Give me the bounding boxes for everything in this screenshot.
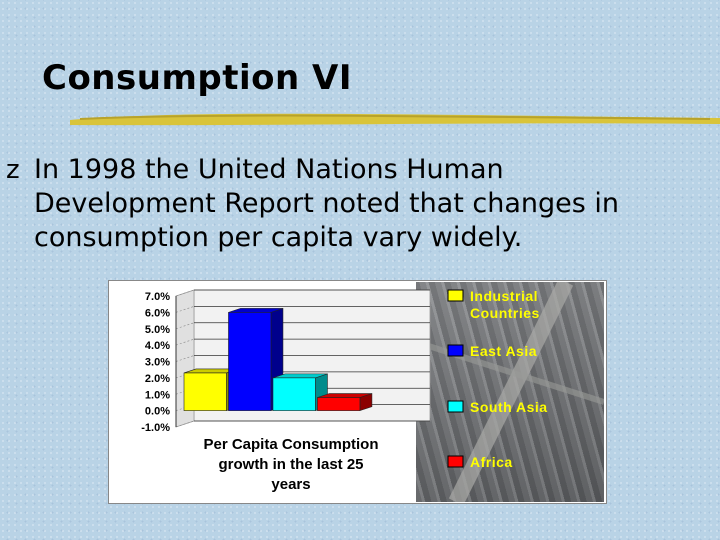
legend-label: Countries — [470, 305, 540, 321]
legend-swatch — [447, 344, 464, 357]
gridline-depth — [175, 355, 195, 362]
y-tick-label: 0.0% — [145, 406, 170, 418]
y-tick-label: 3.0% — [145, 357, 170, 369]
legend-label: Africa — [470, 454, 513, 470]
legend-label: East Asia — [470, 343, 537, 359]
bar — [228, 312, 272, 411]
title-underline — [70, 113, 720, 126]
legend-swatch — [447, 455, 464, 468]
gridline-depth — [175, 420, 195, 428]
slide-title: Consumption VI — [42, 58, 352, 98]
y-tick-label: 5.0% — [145, 324, 170, 336]
legend-label: South Asia — [470, 399, 548, 415]
legend-swatch — [447, 289, 464, 302]
bar — [317, 397, 361, 411]
gridline-depth — [175, 338, 195, 346]
gridline-depth — [175, 322, 195, 330]
x-axis-label: growth in the last 25 — [218, 456, 363, 473]
x-axis-label: Per Capita Consumption — [203, 436, 378, 453]
y-tick-label: 2.0% — [145, 373, 170, 385]
y-tick-label: -1.0% — [141, 422, 170, 434]
legend-swatch — [447, 400, 464, 413]
bullet-marker-icon: z — [6, 155, 20, 185]
legend-label: Industrial — [470, 288, 538, 304]
bar — [272, 377, 316, 411]
bullet-text: In 1998 the United Nations Human Develop… — [34, 154, 620, 253]
x-axis-label: years — [271, 476, 310, 493]
y-tick-label: 7.0% — [145, 291, 170, 303]
gridline-depth — [175, 306, 195, 313]
gridline-depth — [175, 289, 195, 297]
photo-road-overlay — [416, 282, 604, 502]
y-tick-label: 4.0% — [145, 340, 170, 352]
y-tick-label: 6.0% — [145, 307, 170, 319]
bar — [183, 372, 227, 411]
y-tick-label: 1.0% — [145, 389, 170, 401]
